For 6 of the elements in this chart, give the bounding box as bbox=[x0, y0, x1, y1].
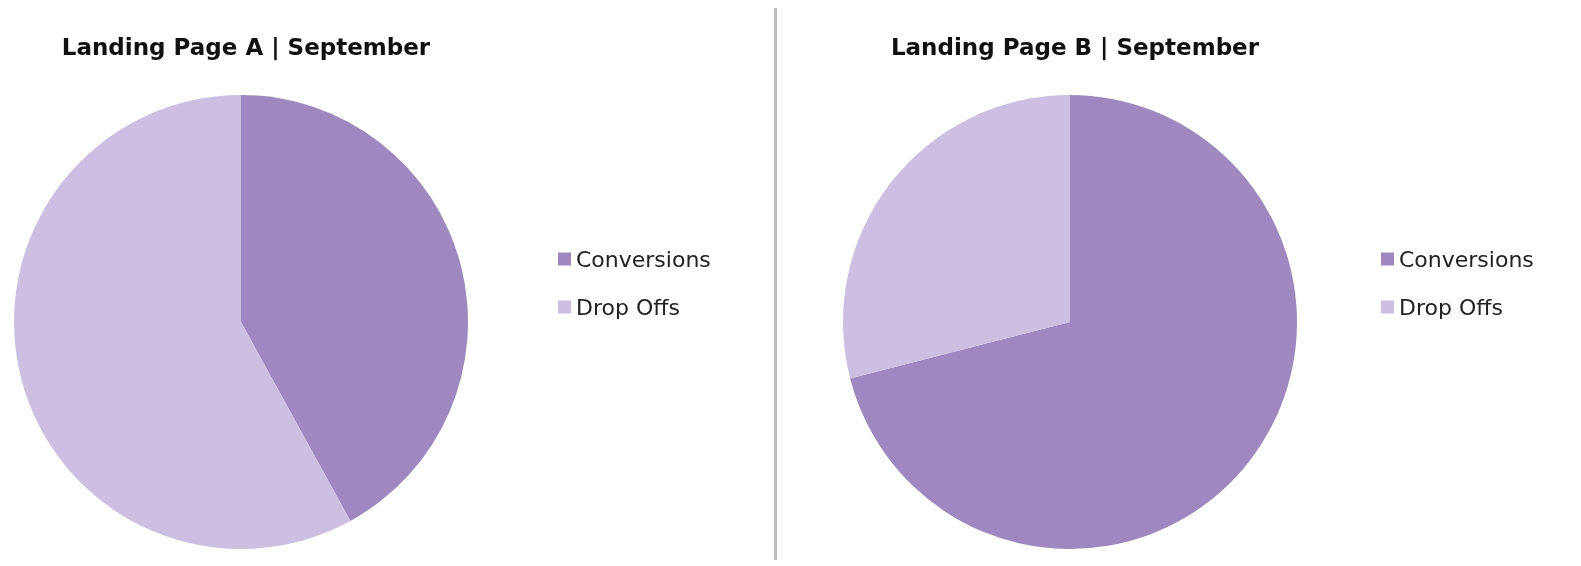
legend-label: Drop Offs bbox=[1399, 294, 1503, 320]
chart-title: Landing Page B | September bbox=[890, 33, 1260, 61]
legend-label: Drop Offs bbox=[576, 294, 680, 320]
legend-label: Conversions bbox=[1399, 246, 1534, 272]
legend-label: Conversions bbox=[576, 246, 711, 272]
chart-title: Landing Page A | September bbox=[61, 33, 431, 61]
